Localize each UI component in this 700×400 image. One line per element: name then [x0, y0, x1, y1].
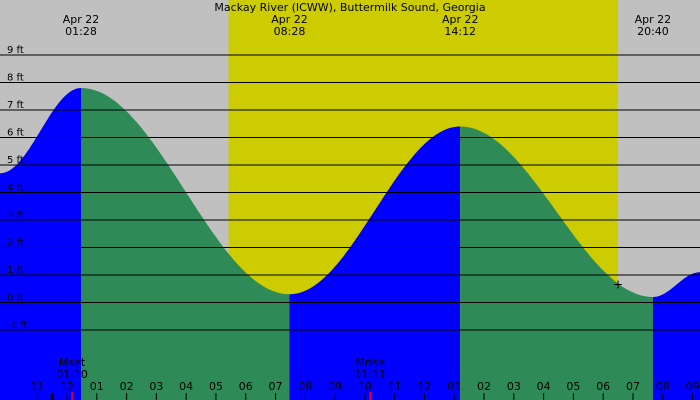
y-tick-label: 8 ft	[7, 73, 24, 84]
x-tick-label: 05	[566, 380, 580, 393]
x-tick-label: 07	[626, 380, 640, 393]
y-tick-label: 6 ft	[7, 128, 24, 139]
x-tick-label: 04	[179, 380, 193, 393]
y-tick-label: -1 ft	[7, 320, 27, 331]
extreme-date-label: Apr 22	[63, 13, 100, 26]
x-tick-label: 11	[388, 380, 402, 393]
x-tick-label: 06	[239, 380, 253, 393]
x-tick-label: 02	[477, 380, 491, 393]
midnight-marker	[50, 393, 54, 400]
marker-group: +	[613, 278, 623, 292]
moon-event-time: 01:10	[56, 368, 88, 381]
chart-title: Mackay River (ICWW), Buttermilk Sound, G…	[214, 1, 485, 14]
x-tick-label: 10	[358, 380, 372, 393]
y-tick-label: 5 ft	[7, 155, 24, 166]
y-axis-labels: 9 ft 8 ft 7 ft 6 ft 5 ft 4 ft 3 ft 2 ft 1 ft 0 ft…	[7, 45, 27, 331]
x-tick-label: 03	[149, 380, 163, 393]
extreme-time-label: 01:28	[65, 25, 97, 38]
x-tick-label: 11	[30, 380, 44, 393]
extreme-date-label: Apr 22	[271, 13, 308, 26]
rising-tide-segment	[0, 88, 81, 400]
x-tick-label: 06	[596, 380, 610, 393]
x-tick-label: 01	[90, 380, 104, 393]
y-tick-label: 2 ft	[7, 238, 24, 249]
x-tick-label: 03	[507, 380, 521, 393]
extreme-time-label: 20:40	[637, 25, 669, 38]
extreme-time-label: 08:28	[274, 25, 306, 38]
moon-event-label: Mrise	[355, 356, 385, 369]
rising-tide-segment	[652, 272, 700, 400]
crosshair-marker: +	[613, 278, 623, 292]
x-tick-label: 02	[120, 380, 134, 393]
x-tick-label: 12	[60, 380, 74, 393]
moon-event-time: 11:11	[354, 368, 386, 381]
x-tick-label: 01	[447, 380, 461, 393]
y-tick-label: 7 ft	[7, 100, 24, 111]
x-tick-label: 08	[656, 380, 670, 393]
x-tick-label: 04	[537, 380, 551, 393]
extreme-date-label: Apr 22	[635, 13, 672, 26]
x-tick-label: 12	[417, 380, 431, 393]
rising-tide-segment	[289, 126, 461, 400]
falling-tide-segment	[81, 88, 290, 400]
y-tick-label: 3 ft	[7, 210, 24, 221]
tide-area	[0, 88, 700, 400]
grid-lines	[0, 54, 700, 331]
y-tick-label: 0 ft	[7, 293, 24, 304]
x-tick-label: 08	[298, 380, 312, 393]
y-tick-label: 4 ft	[7, 183, 24, 194]
y-tick-label: 1 ft	[7, 265, 24, 276]
x-tick-label: 09	[686, 380, 700, 393]
x-tick-label: 05	[209, 380, 223, 393]
x-tick-label: 09	[328, 380, 342, 393]
x-axis: 11 12 01 02 03 04 05 06 07 08 09 10 11 12 01 02 03 04 05 06…	[30, 380, 700, 400]
x-tick-label: 07	[269, 380, 283, 393]
y-tick-label: 9 ft	[7, 45, 24, 56]
extreme-time-label: 14:12	[444, 25, 476, 38]
extreme-date-label: Apr 22	[442, 13, 479, 26]
falling-tide-segment	[460, 126, 653, 400]
moon-event-label: Mset	[59, 356, 86, 369]
